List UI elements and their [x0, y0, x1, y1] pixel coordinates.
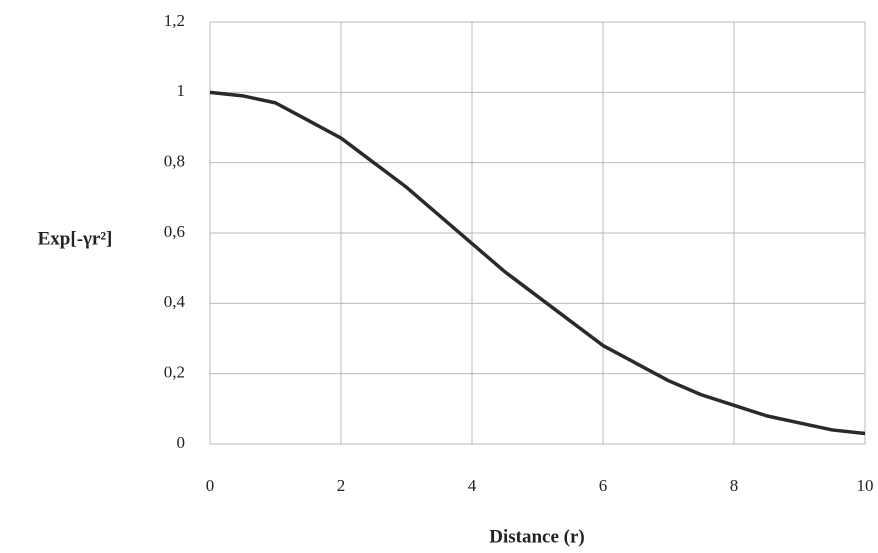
- x-tick-label: 6: [599, 476, 608, 495]
- x-axis-title: Distance (r): [489, 526, 585, 547]
- y-tick-label: 0,2: [164, 363, 185, 382]
- y-axis-title: Exp[-γr²]: [38, 228, 113, 249]
- y-tick-label: 1: [177, 81, 186, 100]
- y-tick-label: 0,4: [164, 292, 186, 311]
- data-line: [209, 90, 866, 436]
- y-tick-label: 0: [177, 433, 186, 452]
- y-tick-label: 0,6: [164, 222, 185, 241]
- x-tick-label: 10: [857, 476, 874, 495]
- y-tick-label: 0,8: [164, 152, 185, 171]
- x-tick-label: 8: [730, 476, 739, 495]
- y-tick-label: 1,2: [164, 11, 185, 30]
- x-tick-label: 4: [468, 476, 477, 495]
- x-tick-label: 0: [206, 476, 215, 495]
- x-tick-label: 2: [337, 476, 346, 495]
